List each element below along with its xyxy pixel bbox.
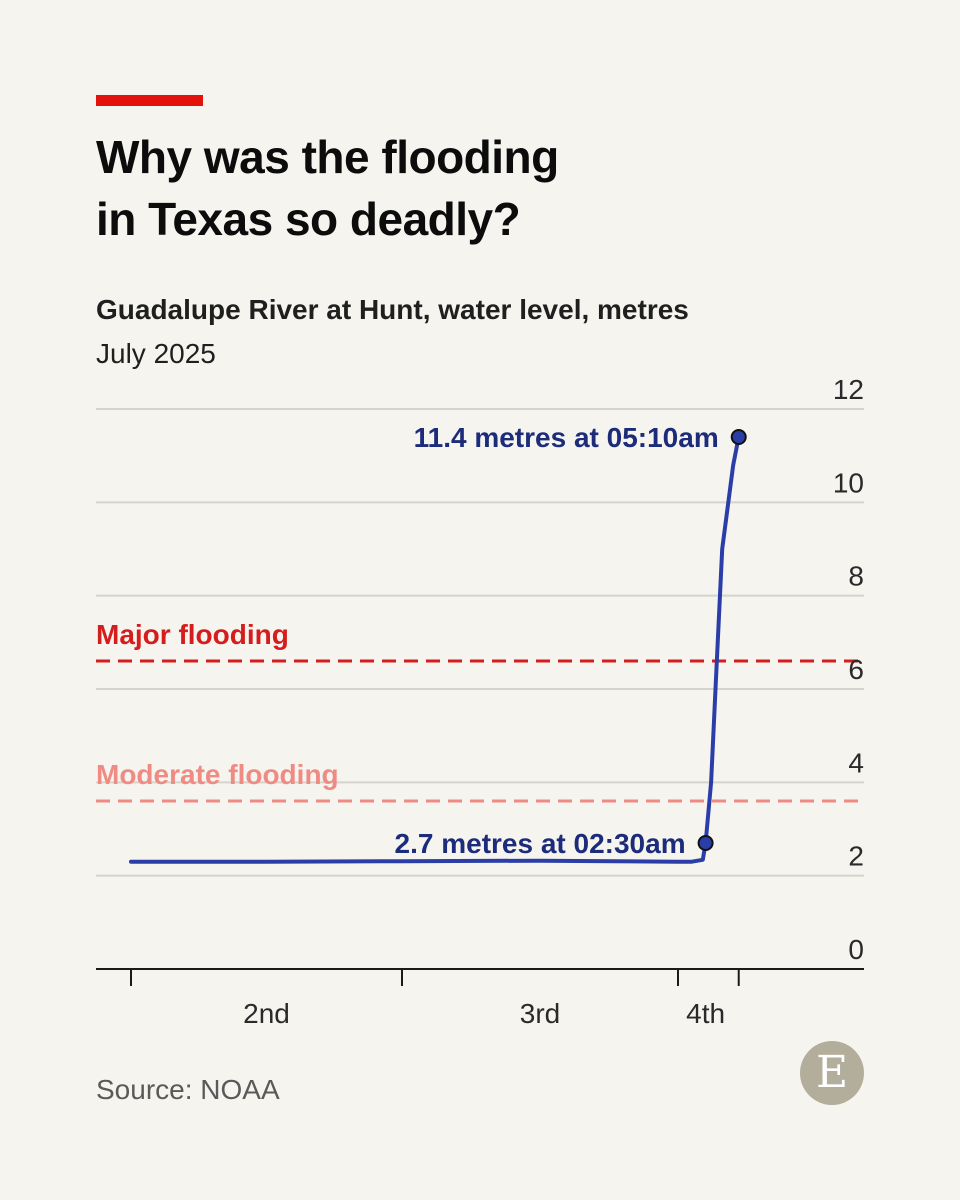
y-tick-label: 10 xyxy=(833,467,864,498)
data-point xyxy=(697,835,714,851)
accent-bar xyxy=(96,95,203,106)
point-annotation: 11.4 metres at 05:10am xyxy=(414,422,719,453)
x-tick-label: 3rd xyxy=(520,998,560,1029)
reference-lines xyxy=(96,659,864,803)
source-note: Source: NOAA xyxy=(96,1074,280,1105)
line-chart: 0 2 4 6 8 10 12 Major flooding Moderate flooding… xyxy=(96,374,864,1029)
chart-date: July 2025 xyxy=(96,338,216,369)
economist-logo: E xyxy=(800,1041,864,1105)
logo-letter: E xyxy=(815,1047,849,1098)
reference-label: Major flooding xyxy=(96,619,289,650)
y-tick-label: 0 xyxy=(848,934,864,965)
chart-subtitle: Guadalupe River at Hunt, water level, me… xyxy=(96,294,689,325)
title-line-2: in Texas so deadly? xyxy=(96,193,521,245)
chart-title: Why was the flooding in Texas so deadly? xyxy=(96,126,876,250)
y-tick-label: 8 xyxy=(848,561,864,592)
x-axis xyxy=(96,968,864,986)
y-tick-label: 4 xyxy=(848,747,864,778)
y-tick-label: 2 xyxy=(848,841,864,872)
series-line xyxy=(129,435,741,864)
labels: 0 2 4 6 8 10 12 Major flooding Moderate flooding… xyxy=(96,374,864,1029)
reference-label: Moderate flooding xyxy=(96,759,339,790)
gridlines xyxy=(96,408,864,877)
y-tick-label: 12 xyxy=(833,374,864,405)
data-point xyxy=(730,429,747,445)
point-annotation: 2.7 metres at 02:30am xyxy=(395,828,686,859)
x-tick-label: 2nd xyxy=(243,998,290,1029)
x-tick-label: 4th xyxy=(686,998,725,1029)
y-tick-label: 6 xyxy=(848,654,864,685)
series-layer xyxy=(129,429,747,864)
title-line-1: Why was the flooding xyxy=(96,131,559,183)
